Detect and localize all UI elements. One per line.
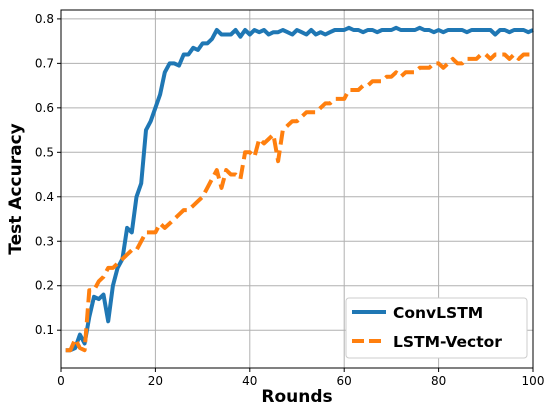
legend-box [345,297,528,359]
y-tick-label: 0.8 [35,12,54,26]
legend: ConvLSTM LSTM-Vector [345,297,528,359]
x-tick-label: 60 [337,374,352,388]
y-tick-label: 0.4 [35,190,54,204]
legend-label-convlstm: ConvLSTM [393,304,483,322]
x-tick-label: 100 [522,374,545,388]
y-tick-label: 0.5 [35,145,54,159]
axis-ticks: 0 20 40 60 80 100 0.1 0.2 0.3 0.4 0.5 0.6 0.7 0.8 [35,12,545,388]
x-tick-label: 40 [242,374,257,388]
y-axis-title: Test Accuracy [6,123,26,254]
y-tick-label: 0.1 [35,323,54,337]
y-tick-label: 0.2 [35,279,54,293]
x-axis-title: Rounds [261,387,332,407]
series-lines [65,25,534,353]
plot-frame [60,9,534,369]
series-line-lstm-vector [65,52,533,353]
x-tick-label: 0 [57,374,65,388]
y-tick-label: 0.7 [35,56,54,70]
series-line-convlstm [65,25,534,353]
y-tick-label: 0.6 [35,101,54,115]
y-tick-label: 0.3 [35,234,54,248]
x-tick-label: 80 [431,374,446,388]
x-tick-label: 20 [148,374,163,388]
legend-label-lstm-vector: LSTM-Vector [393,333,502,351]
